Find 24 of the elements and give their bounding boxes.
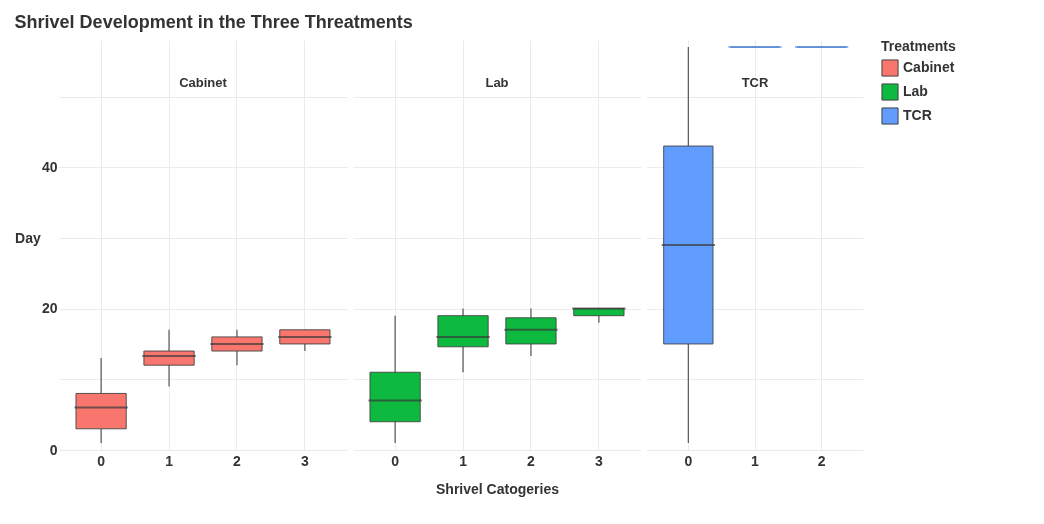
text: TCR	[741, 75, 769, 90]
text: Cabinet	[179, 75, 227, 90]
text: Lab	[485, 75, 509, 90]
x-tick-label: 0	[97, 452, 106, 469]
x-tick-label: 1	[459, 452, 468, 469]
chart-title: Shrivel Development in the Three Threatments	[14, 12, 413, 32]
x-tick-label: 2	[817, 452, 826, 469]
x-tick-label: 0	[684, 452, 693, 469]
y-tick-label: 0	[49, 441, 58, 458]
x-tick-label: 3	[300, 452, 309, 469]
x-tick-label: 0	[391, 452, 400, 469]
x-tick-label: 2	[527, 452, 536, 469]
x-tick-label: 1	[751, 452, 760, 469]
legend-title: Treatments	[881, 38, 956, 54]
x-tick-label: 2	[233, 452, 242, 469]
x-tick-label: 1	[165, 452, 174, 469]
x-axis-title: Shrivel Catogeries	[436, 480, 560, 497]
legend-label: TCR	[903, 107, 932, 123]
y-axis-title: Day	[15, 229, 41, 246]
y-tick-label: 40	[41, 158, 58, 175]
legend-label: Lab	[903, 83, 928, 99]
y-tick-label: 20	[41, 300, 58, 317]
x-tick-label: 3	[594, 452, 603, 469]
legend-label: Cabinet	[903, 59, 955, 75]
